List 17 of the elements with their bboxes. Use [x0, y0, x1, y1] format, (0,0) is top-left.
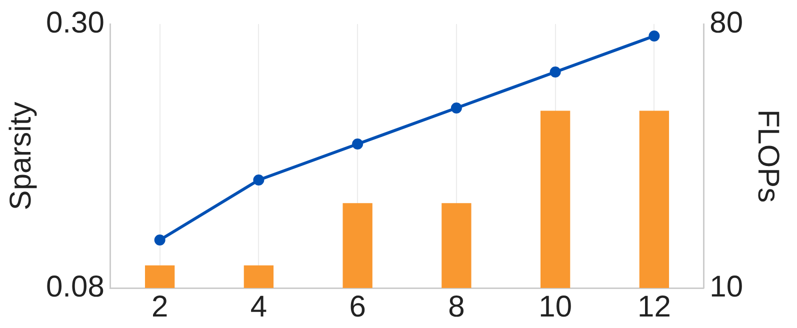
y-axis-title: Sparsity: [4, 102, 38, 210]
point: [648, 30, 660, 42]
x-tick-label: 8: [448, 290, 465, 324]
point: [550, 66, 561, 78]
y2-tick-label: 80: [710, 6, 744, 40]
y-tick-label: 0.30: [46, 6, 104, 40]
x-tick-label: 4: [250, 290, 268, 324]
x-tick-label: 2: [151, 290, 168, 324]
point: [154, 234, 166, 246]
point: [352, 138, 364, 150]
point: [253, 174, 264, 186]
y2-axis-title: FLOPs: [752, 109, 785, 203]
x-tick-label: 6: [349, 290, 366, 324]
y-tick-label: 0.08: [46, 270, 104, 304]
x-tick-label: 12: [638, 290, 671, 324]
x-tick-label: 10: [538, 290, 572, 324]
point: [450, 102, 462, 114]
